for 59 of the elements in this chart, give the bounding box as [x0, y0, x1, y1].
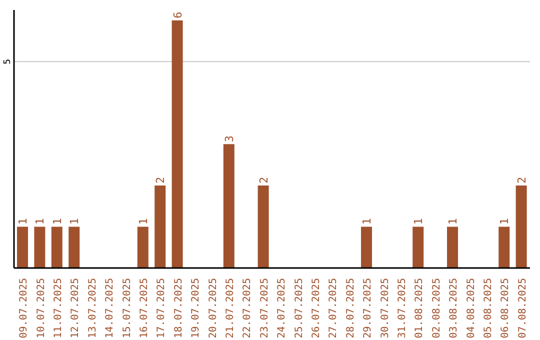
bar — [516, 185, 527, 268]
x-tick-label: 15.07.2025 — [122, 278, 133, 338]
data-label: 1 — [446, 218, 460, 225]
x-tick-label: 12.07.2025 — [70, 278, 82, 338]
x-tick-label: 01.08.2025 — [414, 278, 426, 338]
x-tick-label: 07.08.2025 — [517, 278, 528, 338]
x-tick-label: 30.07.2025 — [380, 278, 391, 338]
x-tick-label: 18.07.2025 — [173, 278, 184, 338]
data-label: 2 — [154, 176, 168, 184]
y-tick-label: 5 — [3, 58, 13, 64]
x-tick-label: 23.07.2025 — [259, 278, 270, 338]
data-label: 1 — [34, 218, 47, 225]
data-label: 2 — [257, 176, 270, 184]
x-tick-label: 26.07.2025 — [311, 278, 322, 338]
x-tick-label: 03.08.2025 — [448, 278, 460, 338]
data-label: 1 — [360, 218, 374, 225]
x-tick-label: 31.07.2025 — [397, 278, 408, 338]
bar — [154, 185, 166, 268]
x-tick-label: 11.07.2025 — [53, 278, 64, 338]
data-label: 2 — [515, 176, 528, 184]
bar — [68, 226, 80, 268]
data-label: 6 — [171, 12, 184, 18]
x-tick-label: 14.07.2025 — [104, 278, 116, 338]
bar — [172, 20, 183, 268]
x-tick-label: 10.07.2025 — [36, 278, 47, 338]
x-tick-label: 16.07.2025 — [139, 278, 150, 338]
x-tick-label: 19.07.2025 — [190, 278, 202, 338]
x-tick-label: 06.08.2025 — [500, 278, 512, 338]
bar — [412, 226, 424, 268]
data-label: 1 — [16, 218, 30, 225]
data-label: 1 — [68, 218, 82, 225]
data-label: 1 — [498, 218, 512, 225]
x-tick-label: 29.07.2025 — [362, 278, 374, 338]
x-tick-label: 04.08.2025 — [466, 278, 477, 338]
data-label: 1 — [136, 218, 150, 225]
x-tick-label: 02.08.2025 — [431, 278, 442, 338]
x-tick-label: 27.07.2025 — [328, 278, 340, 338]
bar — [498, 226, 510, 268]
x-tick-label: 13.07.2025 — [87, 278, 98, 338]
bar — [51, 226, 62, 268]
bar — [137, 226, 148, 268]
x-tick-label: 25.07.2025 — [294, 278, 305, 338]
x-tick-label: 17.07.2025 — [156, 278, 168, 338]
data-label: 3 — [222, 136, 236, 142]
x-tick-label: 05.08.2025 — [483, 278, 494, 338]
x-tick-label: 28.07.2025 — [345, 278, 356, 338]
bar — [361, 226, 372, 268]
x-tick-label: 24.07.2025 — [276, 278, 288, 338]
x-tick-label: 21.07.2025 — [225, 278, 236, 338]
x-tick-label: 09.07.2025 — [18, 278, 30, 338]
bar — [447, 226, 458, 268]
data-label: 1 — [412, 218, 426, 225]
bar — [223, 144, 234, 268]
bar — [258, 185, 269, 268]
x-tick-label: 22.07.2025 — [242, 278, 254, 338]
x-tick-label: 20.07.2025 — [208, 278, 219, 338]
bar — [34, 226, 46, 268]
bar — [17, 226, 28, 268]
data-label: 1 — [50, 218, 64, 225]
